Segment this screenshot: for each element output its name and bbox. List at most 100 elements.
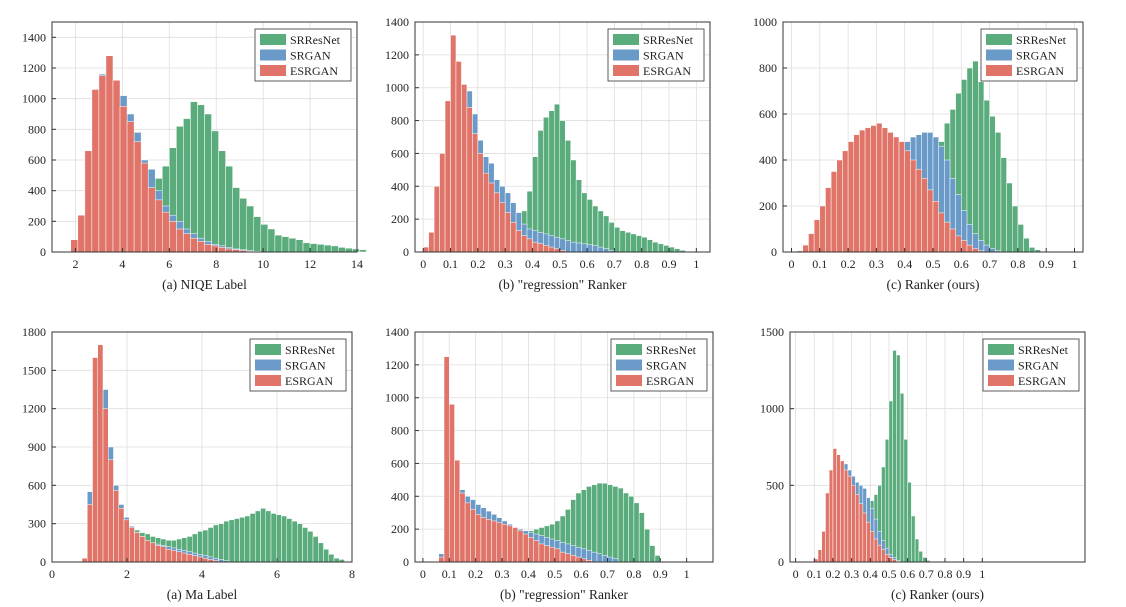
x-tick-label: 0.2 [468, 567, 483, 581]
bar-srresnet [668, 246, 675, 253]
bar-esrgan [893, 136, 900, 253]
y-tick-label: 600 [391, 146, 409, 160]
y-tick-label: 600 [391, 456, 409, 470]
bar-esrgan [517, 530, 524, 563]
legend-label-srresnet: SRResNet [1016, 33, 1067, 47]
bar-esrgan [81, 557, 88, 563]
axes-frame [414, 21, 711, 253]
bar-srresnet [922, 557, 927, 563]
bar-esrgan [98, 75, 107, 253]
bar-esrgan [105, 55, 114, 253]
bar-esrgan [461, 84, 468, 253]
bar-esrgan [464, 502, 471, 563]
bar-esrgan [972, 248, 979, 253]
y-tick-label: 200 [28, 214, 46, 228]
x-tick-label: 0.5 [926, 257, 941, 271]
bar-srresnet [978, 81, 985, 253]
bar-esrgan [847, 141, 855, 253]
bar-esrgan [549, 546, 556, 563]
bar-esrgan [165, 548, 172, 563]
chart-panel-5: 0 0.1 0.2 0.3 0.4 0.5 0.6 0.7 0.8 0.9 1 0 200 400 600 8… [385, 325, 714, 602]
bar-esrgan [881, 127, 888, 253]
bar-srresnet [607, 484, 614, 563]
bar-esrgan [802, 244, 809, 253]
bar-srresnet [1017, 224, 1024, 253]
bar-esrgan [526, 238, 533, 253]
bar-srresnet [617, 487, 624, 563]
bar-esrgan [483, 172, 490, 253]
bar-srgan [592, 245, 599, 253]
bar-srresnet [302, 242, 311, 253]
chart-panel-1: 2 4 6 8 10 12 14 0 200 400 600 800 1000 1200 1400 (a) N… [22, 21, 367, 292]
panel-caption: (b) "regression" Ranker [500, 587, 628, 602]
bar-srresnet [596, 482, 603, 563]
bar-srresnet [307, 531, 314, 563]
bar-srresnet [223, 520, 230, 563]
bar-esrgan [499, 202, 506, 253]
x-tick-label: 0.5 [547, 567, 562, 581]
y-tick-label: 1200 [22, 61, 46, 75]
bar-srgan [581, 243, 588, 253]
bar-esrgan [119, 106, 128, 253]
y-tick-label: 1000 [753, 15, 777, 29]
legend-label-esrgan: ESRGAN [643, 64, 691, 78]
bar-esrgan [154, 199, 163, 253]
bar-esrgan [134, 532, 140, 563]
bar-srgan [983, 244, 990, 253]
bar-esrgan [851, 485, 856, 563]
bar-esrgan [543, 545, 550, 563]
legend-label-srgan: SRGAN [1016, 49, 1057, 63]
chart-panel-6: 0 0.1 0.2 0.3 0.4 0.5 0.6 0.7 0.8 0.9 1 0 500 1000 150… [760, 325, 1086, 602]
bar-srresnet [328, 554, 335, 563]
bar-esrgan [108, 459, 114, 563]
x-tick-label: 0.1 [443, 257, 458, 271]
legend-swatch-esrgan [613, 65, 639, 76]
bar-esrgan [97, 344, 104, 563]
bar-esrgan [955, 235, 962, 253]
bar-esrgan [176, 228, 184, 253]
axes-frame [51, 21, 358, 253]
bar-esrgan [876, 122, 883, 253]
bar-esrgan [565, 553, 571, 563]
bar-esrgan [817, 549, 822, 563]
bar-srresnet [633, 502, 640, 563]
chart-panel-2: 0 0.1 0.2 0.3 0.4 0.5 0.6 0.7 0.8 0.9 1 0 200 400 600 8… [385, 15, 711, 292]
x-tick-label: 1 [1072, 257, 1078, 271]
x-tick-label: 1 [979, 567, 985, 581]
bar-srresnet [260, 508, 266, 563]
legend-swatch-srgan [260, 49, 286, 61]
y-tick-label: 1500 [22, 363, 46, 377]
bar-esrgan [176, 551, 182, 563]
bar-esrgan [197, 241, 205, 253]
bar-esrgan [459, 492, 466, 563]
x-tick-label: 0.8 [1010, 257, 1025, 271]
bar-srresnet [911, 515, 916, 563]
bar-esrgan [866, 521, 871, 563]
x-tick-label: 0 [793, 567, 799, 581]
legend-label-esrgan: ESRGAN [1018, 374, 1066, 388]
chart-panel-3: 0 0.1 0.2 0.3 0.4 0.5 0.6 0.7 0.8 0.9 1 0 200 400 600 8… [753, 15, 1084, 292]
legend-label-srresnet: SRResNet [643, 33, 694, 47]
x-tick-label: 0.1 [807, 567, 822, 581]
bar-srresnet [249, 513, 256, 563]
bar-srresnet [281, 236, 290, 253]
bar-esrgan [470, 509, 476, 563]
bar-srresnet [548, 110, 555, 253]
bar-esrgan [144, 540, 151, 563]
bar-srresnet [554, 103, 561, 253]
legend-label-srresnet: SRResNet [1018, 343, 1069, 357]
bar-esrgan [932, 201, 939, 253]
bar-srresnet [636, 235, 642, 253]
legend-swatch-esrgan [986, 65, 1012, 76]
bar-srresnet [297, 523, 303, 563]
bar-srresnet [1023, 237, 1030, 253]
bar-esrgan [150, 542, 156, 563]
bar-esrgan [450, 34, 457, 253]
bar-esrgan [570, 555, 577, 563]
bar-srresnet [591, 484, 598, 563]
bar-esrgan [915, 168, 922, 253]
x-tick-label: 0.9 [956, 567, 971, 581]
y-tick-label: 800 [391, 114, 409, 128]
x-tick-label: 0.9 [662, 257, 677, 271]
